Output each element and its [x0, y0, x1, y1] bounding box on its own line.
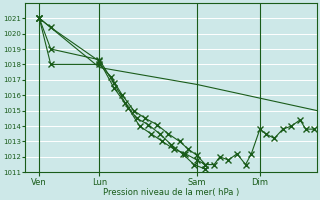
X-axis label: Pression niveau de la mer( hPa ): Pression niveau de la mer( hPa ) — [103, 188, 239, 197]
